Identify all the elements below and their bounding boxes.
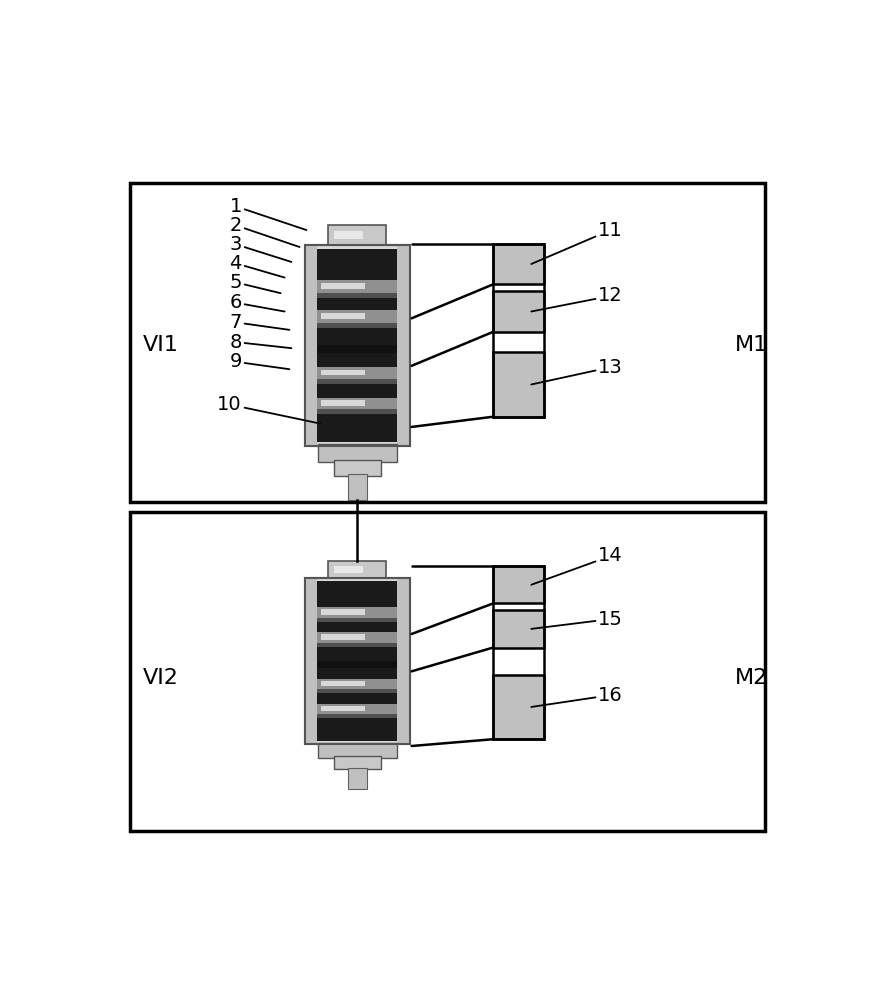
- Bar: [305, 245, 317, 446]
- Text: 12: 12: [531, 286, 623, 312]
- Bar: [305, 578, 410, 744]
- Text: 14: 14: [531, 546, 623, 585]
- Text: 11: 11: [531, 221, 623, 264]
- Bar: [317, 679, 398, 693]
- Text: M1: M1: [734, 335, 767, 355]
- Text: M2: M2: [734, 668, 767, 688]
- Bar: [493, 291, 544, 332]
- Bar: [130, 512, 765, 831]
- Bar: [321, 400, 365, 406]
- Bar: [493, 352, 544, 417]
- Bar: [305, 245, 410, 446]
- Bar: [317, 661, 398, 668]
- Bar: [305, 578, 410, 744]
- Bar: [317, 704, 398, 718]
- Text: 6: 6: [230, 293, 285, 312]
- Bar: [317, 280, 398, 298]
- Bar: [321, 370, 365, 375]
- Bar: [321, 706, 365, 711]
- Bar: [348, 474, 367, 500]
- Bar: [493, 675, 544, 739]
- Bar: [493, 566, 544, 603]
- Text: 13: 13: [531, 358, 623, 384]
- Bar: [398, 245, 410, 446]
- Bar: [334, 566, 363, 573]
- Bar: [493, 610, 544, 648]
- Bar: [317, 379, 398, 384]
- Bar: [305, 578, 317, 744]
- Bar: [317, 632, 398, 647]
- Bar: [321, 313, 365, 319]
- Bar: [130, 183, 765, 502]
- Bar: [317, 310, 398, 328]
- Text: 9: 9: [230, 352, 289, 371]
- Bar: [321, 681, 365, 686]
- Bar: [317, 607, 398, 622]
- Text: 5: 5: [230, 273, 280, 293]
- Bar: [317, 398, 398, 414]
- Text: 3: 3: [230, 235, 292, 262]
- Bar: [317, 689, 398, 693]
- Bar: [318, 743, 397, 758]
- Bar: [317, 293, 398, 298]
- Bar: [317, 714, 398, 718]
- Bar: [317, 581, 398, 741]
- Bar: [317, 643, 398, 647]
- Text: VI2: VI2: [143, 668, 179, 688]
- Bar: [321, 283, 365, 289]
- Bar: [334, 460, 381, 476]
- Bar: [317, 249, 398, 442]
- Text: 15: 15: [531, 610, 623, 629]
- Bar: [334, 756, 381, 769]
- Bar: [317, 323, 398, 328]
- Bar: [328, 561, 386, 578]
- Bar: [317, 618, 398, 622]
- Bar: [317, 345, 398, 353]
- Bar: [317, 409, 398, 414]
- Bar: [348, 768, 367, 789]
- Bar: [321, 634, 365, 640]
- Text: 8: 8: [230, 333, 292, 352]
- Bar: [493, 244, 544, 284]
- Text: 16: 16: [531, 686, 623, 707]
- Bar: [318, 444, 397, 462]
- Text: 2: 2: [230, 216, 300, 247]
- Bar: [317, 367, 398, 384]
- Bar: [321, 609, 365, 615]
- Bar: [328, 225, 386, 245]
- Bar: [334, 231, 363, 239]
- Bar: [398, 578, 410, 744]
- Text: VI1: VI1: [143, 335, 179, 355]
- Text: 7: 7: [230, 313, 289, 332]
- Bar: [305, 245, 410, 446]
- Text: 4: 4: [230, 254, 285, 278]
- Text: 10: 10: [217, 395, 320, 424]
- Text: 1: 1: [230, 197, 307, 230]
